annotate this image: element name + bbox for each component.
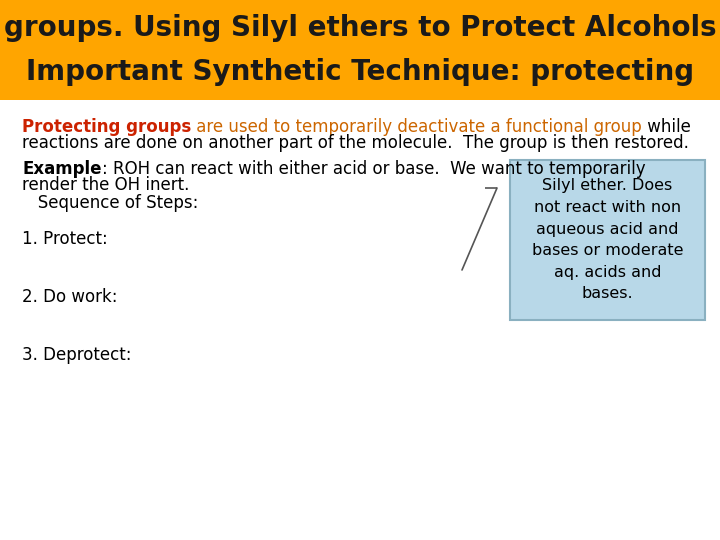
Text: : ROH can react with either acid or base.  We want to temporarily: : ROH can react with either acid or base… bbox=[102, 160, 645, 178]
Text: Example: Example bbox=[22, 160, 102, 178]
FancyBboxPatch shape bbox=[510, 160, 705, 320]
Text: 2. Do work:: 2. Do work: bbox=[22, 288, 117, 306]
Text: Important Synthetic Technique: protecting: Important Synthetic Technique: protectin… bbox=[26, 58, 694, 86]
Text: groups. Using Silyl ethers to Protect Alcohols: groups. Using Silyl ethers to Protect Al… bbox=[4, 14, 716, 42]
Text: Protecting groups: Protecting groups bbox=[22, 118, 192, 136]
Text: Sequence of Steps:: Sequence of Steps: bbox=[22, 194, 199, 212]
Text: 1. Protect:: 1. Protect: bbox=[22, 230, 108, 248]
Text: reactions are done on another part of the molecule.  The group is then restored.: reactions are done on another part of th… bbox=[22, 134, 689, 152]
Text: Silyl ether. Does
not react with non
aqueous acid and
bases or moderate
aq. acid: Silyl ether. Does not react with non aqu… bbox=[532, 178, 683, 301]
Text: render the OH inert.: render the OH inert. bbox=[22, 176, 189, 194]
Text: 3. Deprotect:: 3. Deprotect: bbox=[22, 346, 132, 364]
Text: while: while bbox=[642, 118, 691, 136]
Text: are used to temporarily deactivate a functional group: are used to temporarily deactivate a fun… bbox=[192, 118, 642, 136]
